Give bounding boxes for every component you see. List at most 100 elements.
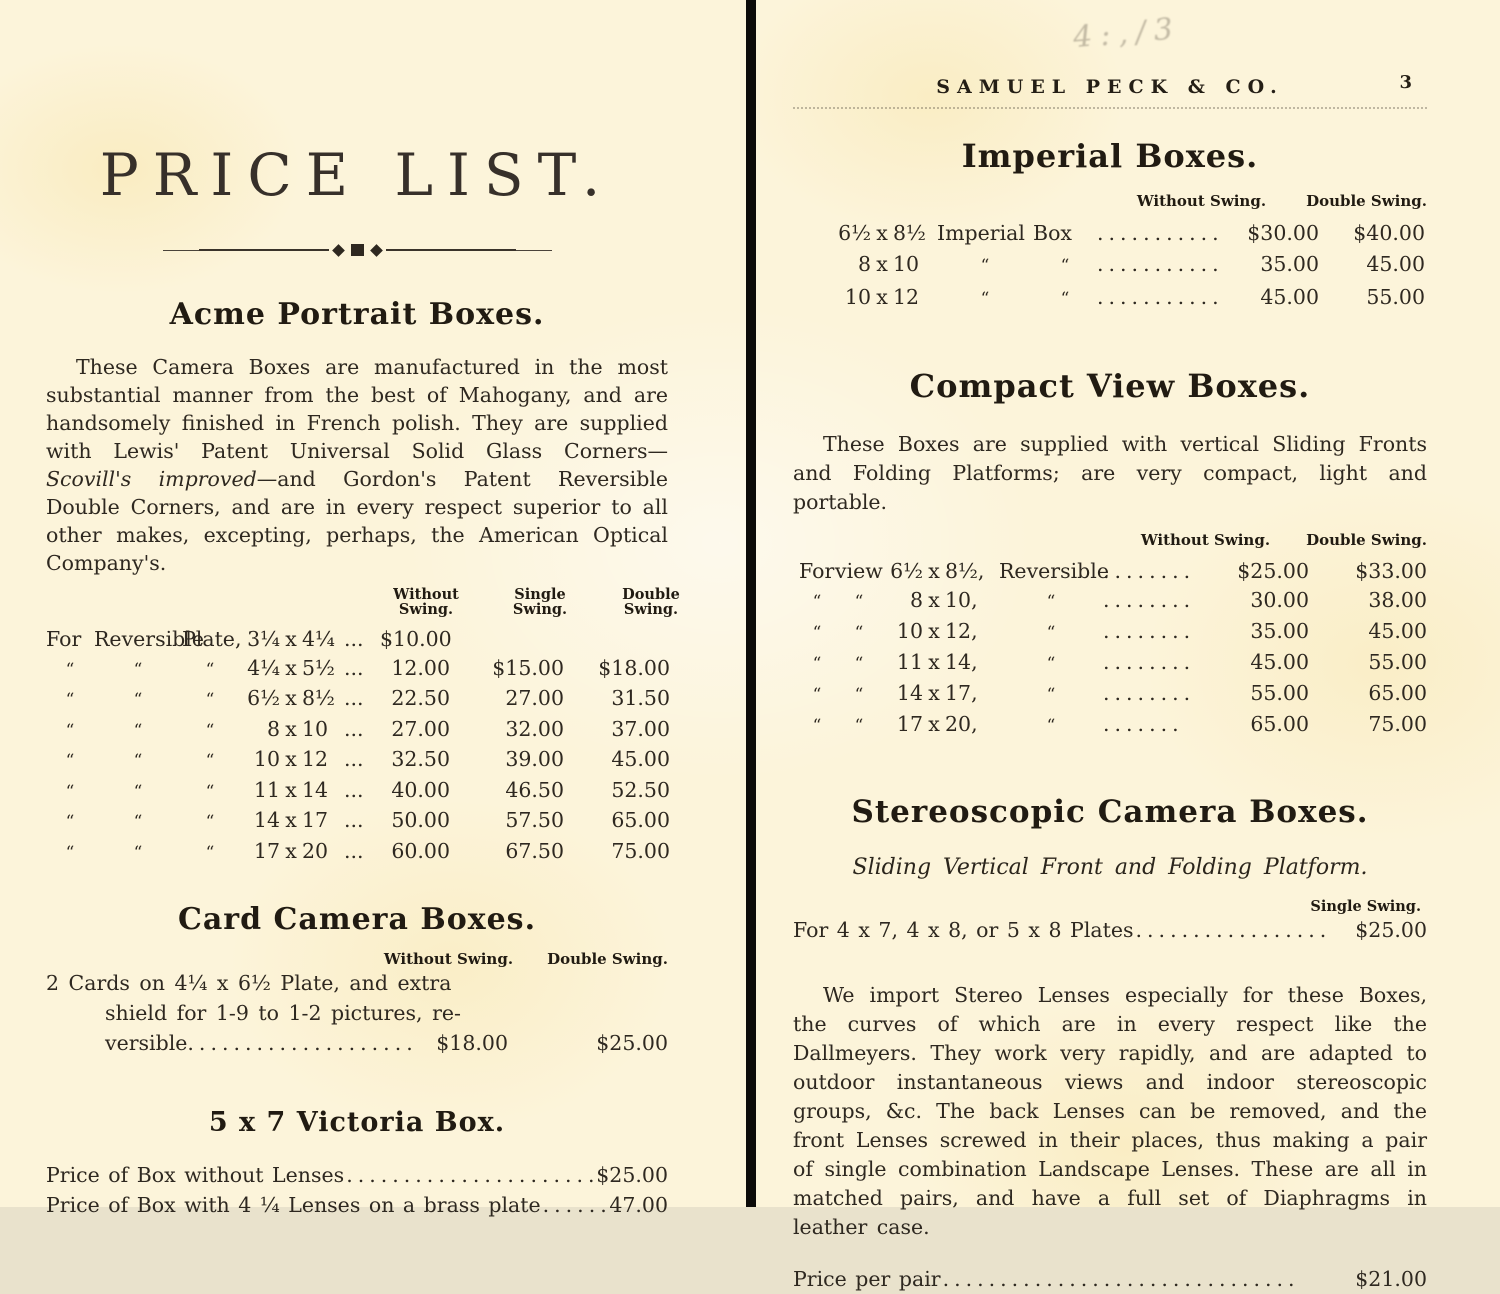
table-row: “ “ “ 10 x 12 ... 32.50 39.00 45.00 [46,745,670,776]
size-height: 10 [302,716,329,741]
victoria-row-label: Price of Box with 4 ¼ Lenses on a brass … [46,1192,541,1217]
ditto-mark: “ [812,654,822,675]
size-width: 17 [896,712,923,737]
compact-table-header: Without Swing. Double Swing. [793,531,1427,549]
leader-dots: ... [344,777,364,802]
size-width: 10 [896,619,923,644]
size-height: 5½ [302,655,335,680]
size-x: x [285,686,297,710]
price-double-swing: 52.50 [611,777,670,802]
ornament-tip [515,249,552,251]
col-header-single-swing: Single Swing. [512,586,568,618]
ditto-mark: “ [133,751,143,771]
row-label: view [835,559,883,584]
size-x: x [285,627,297,651]
size-width: 8 [909,588,923,613]
size-width: 11 [896,650,923,675]
size-x: x [285,838,297,863]
stereo-description: We import Stereo Lenses especially for t… [793,983,1427,1240]
price-double-swing: 55.00 [1366,285,1425,310]
ditto-mark: “ [205,812,215,832]
size-height: 10 [893,252,920,277]
table-row: For view 6½ x 8½, Reversible ........ $2… [793,557,1427,586]
price-double-swing: 75.00 [1368,712,1427,737]
size-height: 8½ [893,221,926,246]
victoria-row-price: 47.00 [609,1192,668,1217]
ornament-tip [162,249,199,251]
price-without-swing: 60.00 [391,838,450,863]
ditto-mark: “ [133,690,143,710]
stereo-plates-label: For 4 x 7, 4 x 8, or 5 x 8 Plates [793,918,1134,943]
col-header-without-swing: Without Swing. [1136,192,1267,211]
price-double-swing: $40.00 [1353,221,1425,246]
col-header-single-swing: Single Swing. [1310,898,1421,916]
size-width: 17 [253,838,280,863]
acme-description-part1: These Camera Boxes are manufactured in t… [46,355,668,463]
price-double-swing: 45.00 [1368,619,1427,644]
size-width: 6½ [890,559,923,584]
row-label: For [799,559,835,584]
victoria-row: Price of Box with 4 ¼ Lenses on a brass … [46,1190,668,1220]
table-row: “ “ 11 x 14, “ ........ 45.00 55.00 [793,648,1427,679]
table-row: “ “ “ 14 x 17 ... 50.00 57.50 65.00 [46,806,670,837]
size-width: 11 [253,777,280,802]
leader-dots: ................. [1135,918,1332,943]
price-single-swing: 27.00 [505,686,564,710]
table-row: “ “ 14 x 17, “ ........ 55.00 65.00 [793,679,1427,710]
ditto-mark: “ [205,842,215,863]
price-without-swing: 40.00 [391,777,450,802]
acme-table: For Reversible Plate, 3¼ x 4¼ ... $10.00… [46,625,670,867]
ornament-diamond [369,243,383,257]
size-x: x [928,619,940,644]
victoria-row: Price of Box without Lenses ............… [46,1160,668,1190]
ornament-line [198,249,329,251]
row-label: Plate, [182,627,242,651]
ditto-mark: “ [854,685,864,706]
price-single-swing: 67.50 [505,838,564,863]
price-without-swing: 22.50 [391,686,450,710]
leader-dots: ............................... [942,1267,1300,1292]
price-single-swing: 46.50 [505,777,564,802]
size-width: 8 [266,716,280,741]
size-x: x [928,650,940,675]
ditto-mark: “ [65,842,75,863]
card-table-header: Without Swing. Double Swing. [46,950,668,968]
ditto-mark: “ [133,659,143,680]
leader-dots: ........ [1103,681,1196,706]
ditto-mark: “ [205,751,215,771]
table-row: 10 x 12 “ “ ............. 45.00 55.00 [793,282,1427,315]
ditto-mark: “ [133,842,143,863]
compact-description: These Boxes are supplied with vertical S… [793,432,1427,515]
ornament-square [350,244,364,256]
ditto-mark: “ [1046,716,1056,737]
compact-table: For view 6½ x 8½, Reversible ........ $2… [793,557,1427,741]
price-without-swing: $30.00 [1247,221,1319,246]
acme-table-header: Without Swing. Single Swing. Double Swing. [46,586,680,618]
price-per-pair-row: Price per pair .........................… [793,1264,1427,1294]
item-label: Box [1033,221,1072,246]
table-row: For Reversible Plate, 3¼ x 4¼ ... $10.00 [46,625,668,654]
size-x: x [285,747,297,771]
table-row: “ “ “ 4¼ x 5½ ... 12.00 $15.00 $18.00 [46,654,670,685]
size-x: x [928,559,940,584]
size-width: 10 [844,285,871,310]
price-double-swing: 31.50 [611,686,670,710]
imperial-table: 6½ x 8½ Imperial Box ............ $30.00… [793,218,1427,315]
ditto-mark: “ [205,781,215,802]
price-per-pair-label: Price per pair [793,1267,941,1292]
running-header: SAMUEL PECK & CO. [936,76,1284,98]
leader-dots: ............ [1097,252,1219,277]
page-divider [746,0,756,1207]
right-page: 4:,/3 3 SAMUEL PECK & CO. Imperial Boxes… [757,0,1500,1291]
ditto-mark: “ [65,659,75,680]
ditto-mark: “ [1060,256,1070,277]
page-number: 3 [1399,72,1412,93]
table-row: “ “ “ 11 x 14 ... 40.00 46.50 52.50 [46,776,670,807]
leader-dots: ... [344,808,364,832]
price-double-swing: 45.00 [1366,252,1425,277]
col-header-double-swing: Double Swing. [622,586,680,618]
ditto-mark: “ [812,716,822,737]
ditto-mark: “ [854,592,864,613]
ditto-mark: “ [980,289,990,310]
ditto-mark: “ [854,654,864,675]
